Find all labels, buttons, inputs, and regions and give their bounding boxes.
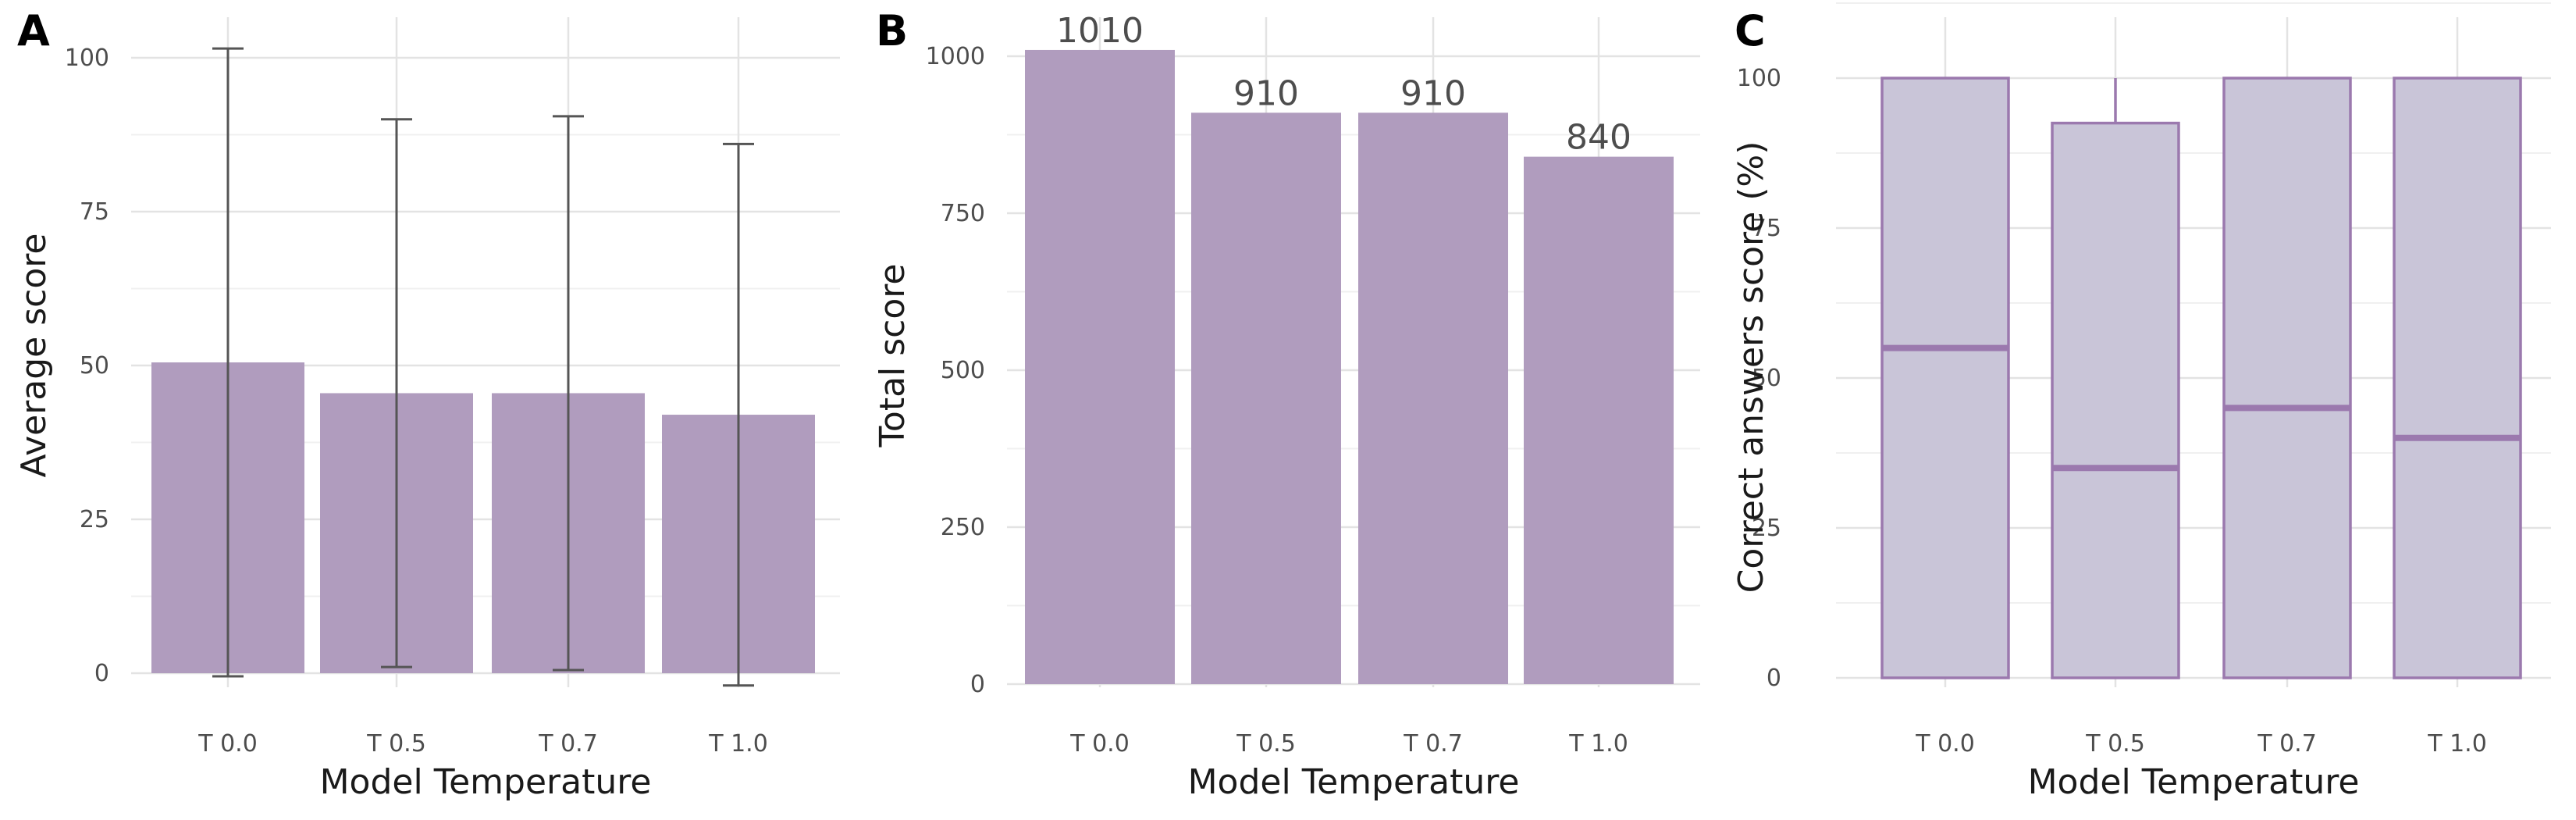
y-axis-title: Total score: [873, 264, 913, 448]
bar: [1191, 112, 1341, 685]
x-tick-label: T 1.0: [2427, 730, 2487, 758]
bar: [1524, 156, 1674, 684]
y-tick-label: 1000: [926, 43, 985, 70]
panel-a: 0 25 50 75 100 T 0.0 T 0.5 T 0.7 T 1.0 Model Temp…: [14, 6, 840, 802]
panel-c: 0 25 50 75 100 T 0.0 T 0.5 T 0.7 T 1.0 Model Temp…: [1731, 2, 2551, 802]
y-tick-label: 500: [941, 357, 985, 384]
x-tick-label: T 0.0: [1069, 730, 1130, 758]
y-tick-label: 75: [80, 198, 109, 226]
y-tick-label: 0: [94, 660, 109, 687]
y-axis-title: Average score: [14, 234, 54, 478]
x-axis-title: Model Temperature: [320, 762, 652, 802]
y-tick-label: 25: [80, 506, 109, 533]
data-label: 840: [1566, 118, 1631, 158]
y-axis-title: Correct answers score (%): [1731, 141, 1771, 594]
y-tick-label: 50: [1752, 365, 1781, 392]
y-tick-label: 750: [941, 200, 985, 227]
y-tick-label: 0: [970, 671, 985, 698]
y-tick-label: 75: [1752, 215, 1781, 242]
x-tick-label: T 1.0: [708, 730, 768, 758]
panel-b: 1010 910 910 840 0 250 500 750 1000 T 0.0 T 0.5 T 0…: [873, 6, 1700, 802]
x-tick-label: T 0.5: [2085, 730, 2145, 758]
data-label: 910: [1400, 73, 1466, 113]
x-tick-label: T 1.0: [1568, 730, 1628, 758]
box: [2051, 121, 2180, 679]
x-tick-label: T 0.0: [197, 730, 258, 758]
x-tick-label: T 0.0: [1915, 730, 1975, 758]
panel-tag: C: [1735, 6, 1766, 55]
x-tick-label: T 0.5: [1236, 730, 1296, 758]
x-axis-title: Model Temperature: [1188, 762, 1520, 802]
box: [2222, 77, 2352, 679]
x-tick-label: T 0.7: [1403, 730, 1463, 758]
data-label: 910: [1233, 73, 1299, 113]
y-tick-label: 50: [80, 352, 109, 380]
y-tick-label: 25: [1752, 515, 1781, 542]
box: [1880, 77, 2010, 679]
panel-tag: B: [876, 6, 908, 55]
x-tick-label: T 0.5: [366, 730, 426, 758]
bar: [1025, 49, 1175, 684]
y-tick-label: 100: [65, 45, 109, 72]
y-tick-label: 0: [1767, 665, 1781, 692]
x-tick-label: T 0.7: [2257, 730, 2317, 758]
panel-tag: A: [17, 6, 50, 55]
y-tick-label: 100: [1737, 65, 1781, 92]
y-tick-label: 250: [941, 514, 985, 541]
data-label: 1010: [1056, 11, 1144, 51]
bar: [1358, 112, 1508, 685]
x-tick-label: T 0.7: [538, 730, 598, 758]
box: [2393, 77, 2522, 679]
x-axis-title: Model Temperature: [2028, 762, 2360, 802]
